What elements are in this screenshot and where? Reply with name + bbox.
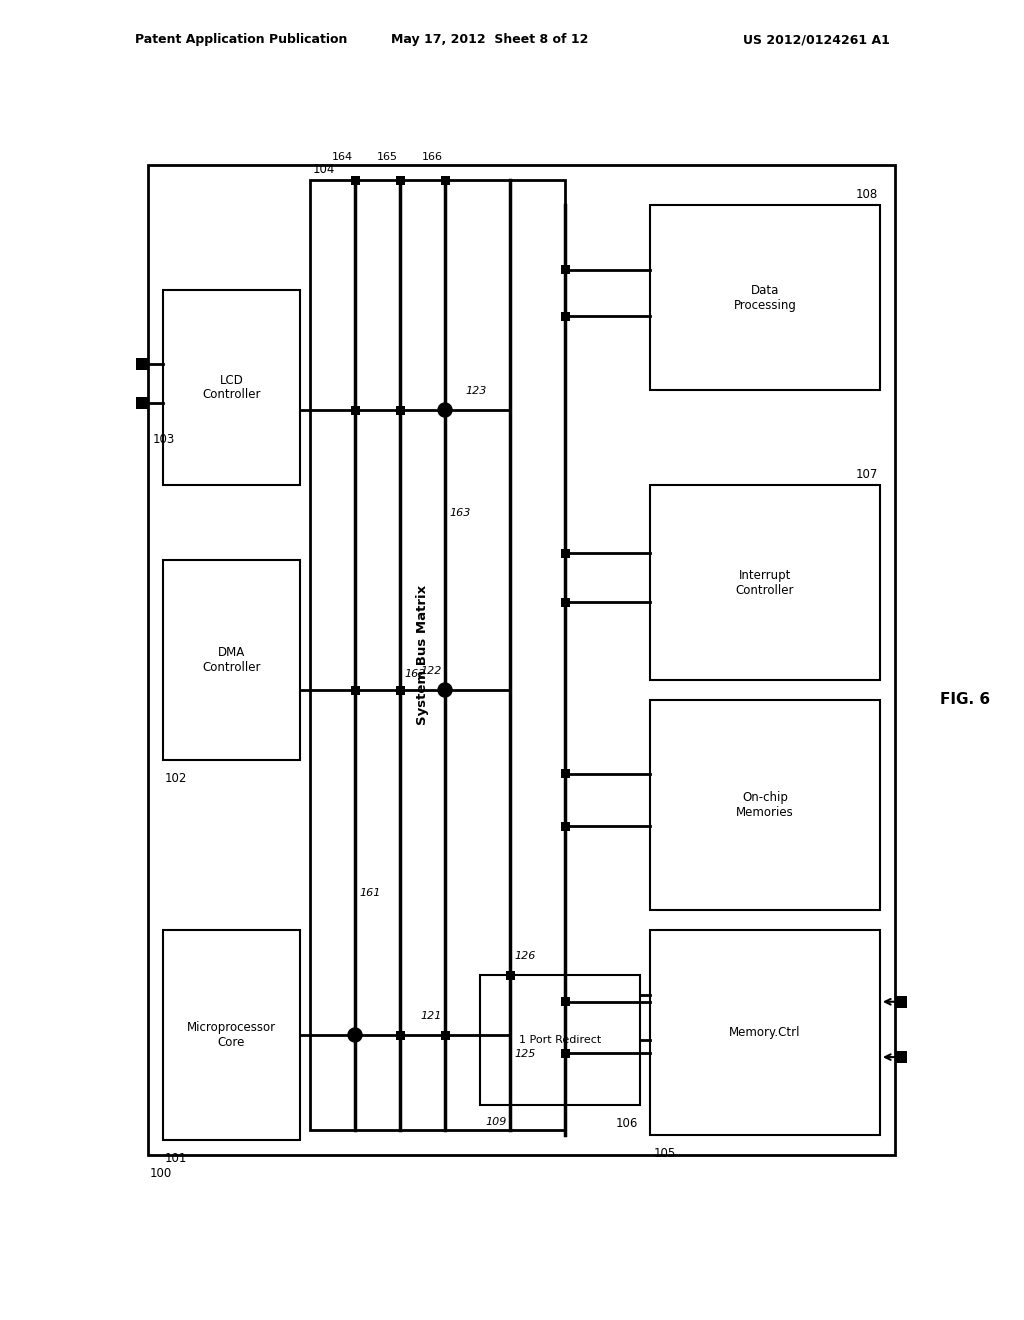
Bar [650, 931, 880, 1135]
Text: 101: 101 [165, 1152, 187, 1166]
Text: Interrupt
Controller: Interrupt Controller [736, 569, 795, 597]
Text: 161: 161 [359, 887, 380, 898]
Bar [560, 821, 569, 830]
Bar [163, 560, 300, 760]
Bar [395, 405, 404, 414]
Bar [506, 970, 514, 979]
Text: May 17, 2012  Sheet 8 of 12: May 17, 2012 Sheet 8 of 12 [391, 33, 589, 46]
Bar [310, 180, 565, 1130]
Bar [560, 770, 569, 777]
Text: 1 Port Redirect: 1 Port Redirect [519, 1035, 601, 1045]
Bar [148, 165, 895, 1155]
Text: System Bus Matrix: System Bus Matrix [416, 585, 429, 725]
Bar [560, 549, 569, 558]
Text: 102: 102 [165, 772, 187, 785]
Bar [650, 700, 880, 909]
Text: 125: 125 [514, 1049, 536, 1059]
Text: 123: 123 [465, 385, 486, 396]
Bar [440, 405, 450, 414]
Bar [895, 995, 907, 1007]
Text: 105: 105 [654, 1147, 676, 1160]
Bar [350, 405, 359, 414]
Circle shape [348, 1028, 362, 1041]
Text: Data
Processing: Data Processing [733, 284, 797, 312]
Text: 166: 166 [422, 152, 443, 162]
Bar [560, 312, 569, 321]
Text: 106: 106 [615, 1117, 638, 1130]
Text: Memory.Ctrl: Memory.Ctrl [729, 1026, 801, 1039]
Bar [650, 205, 880, 389]
Text: 121: 121 [420, 1011, 441, 1020]
Text: 126: 126 [514, 950, 536, 961]
Bar [560, 1048, 569, 1057]
Bar [560, 997, 569, 1006]
Text: Patent Application Publication: Patent Application Publication [135, 33, 347, 46]
Text: 165: 165 [377, 152, 398, 162]
Bar [395, 685, 404, 694]
Text: 103: 103 [153, 433, 175, 446]
Text: 163: 163 [449, 507, 470, 517]
Bar [136, 397, 148, 409]
Bar [560, 598, 569, 606]
Text: 164: 164 [332, 152, 353, 162]
Text: Microprocessor
Core: Microprocessor Core [187, 1020, 276, 1049]
Circle shape [438, 403, 452, 417]
Bar [895, 1051, 907, 1063]
Bar [350, 685, 359, 694]
Text: 108: 108 [856, 187, 878, 201]
Text: 107: 107 [856, 469, 878, 480]
Circle shape [438, 682, 452, 697]
Bar [440, 176, 450, 185]
Bar [480, 975, 640, 1105]
Text: 162: 162 [404, 669, 425, 678]
Text: On-chip
Memories: On-chip Memories [736, 791, 794, 818]
Text: 109: 109 [485, 1117, 507, 1127]
Text: US 2012/0124261 A1: US 2012/0124261 A1 [743, 33, 890, 46]
Bar [163, 931, 300, 1140]
Bar [163, 290, 300, 484]
Bar [440, 1031, 450, 1040]
Text: LCD
Controller: LCD Controller [203, 374, 261, 401]
Bar [350, 1031, 359, 1040]
Bar [650, 484, 880, 680]
Bar [350, 176, 359, 185]
Bar [560, 265, 569, 275]
Text: FIG. 6: FIG. 6 [940, 693, 990, 708]
Bar [395, 1031, 404, 1040]
Text: 100: 100 [150, 1167, 172, 1180]
Text: DMA
Controller: DMA Controller [203, 645, 261, 675]
Bar [136, 358, 148, 370]
Bar [395, 176, 404, 185]
Text: 122: 122 [420, 667, 441, 676]
Text: 104: 104 [313, 162, 336, 176]
